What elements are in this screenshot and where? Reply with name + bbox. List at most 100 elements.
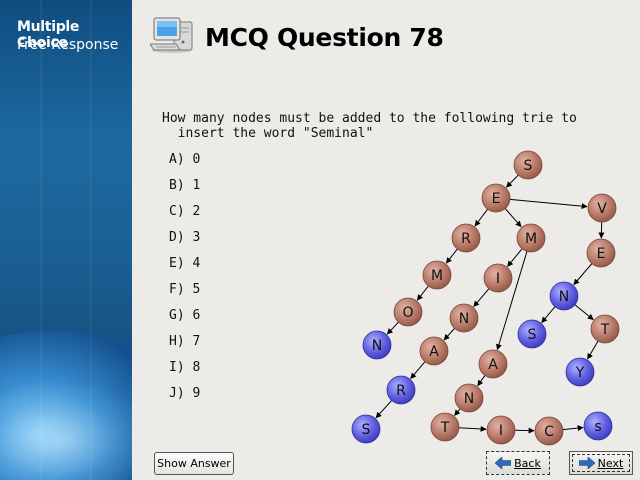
trie-edge	[587, 340, 599, 360]
trie-node-n14: N	[362, 330, 392, 360]
sidebar-item-free-response[interactable]: Free Response	[17, 37, 119, 53]
trie-node-n22: I	[486, 415, 516, 445]
trie-node-circle	[586, 238, 616, 268]
option-d[interactable]: D) 3	[169, 230, 200, 245]
next-button[interactable]: Next	[569, 451, 633, 475]
show-answer-label: Show Answer	[157, 457, 231, 470]
option-value: 4	[192, 256, 201, 271]
trie-edge	[410, 361, 426, 380]
trie-node-n5: M	[516, 223, 546, 253]
page-title: MCQ Question 78	[205, 23, 444, 52]
trie-edge	[416, 285, 429, 301]
trie-node-label: S	[362, 422, 371, 438]
trie-node-circle	[481, 183, 511, 213]
trie-node-label: T	[440, 420, 450, 436]
show-answer-button[interactable]: Show Answer	[154, 452, 234, 475]
sidebar: Multiple Choice Free Response	[0, 0, 132, 480]
option-g[interactable]: G) 6	[169, 308, 200, 323]
trie-node-label: I	[496, 271, 500, 287]
trie-node-n21: T	[430, 412, 460, 442]
option-letter: J)	[169, 386, 185, 401]
trie-node-label: N	[372, 338, 382, 354]
option-letter: H)	[169, 334, 185, 349]
trie-node-n6: E	[586, 238, 616, 268]
trie-terminal-node-circle	[517, 319, 547, 349]
trie-node-n7: M	[422, 260, 452, 290]
trie-terminal-node-circle	[565, 357, 595, 387]
question-line-1: How many nodes must be added to the foll…	[162, 111, 577, 126]
option-letter: I)	[169, 360, 185, 375]
trie-node-label: I	[499, 423, 503, 439]
sidebar-glow-highlight	[0, 380, 132, 480]
trie-node-circle	[587, 193, 617, 223]
trie-node-label: S	[524, 158, 533, 174]
trie-terminal-node-circle	[386, 375, 416, 405]
trie-terminal-node-circle	[351, 414, 381, 444]
trie-node-label: R	[461, 231, 471, 247]
option-a[interactable]: A) 0	[169, 152, 200, 167]
question-text: How many nodes must be added to the foll…	[162, 111, 577, 141]
trie-node-circle	[451, 223, 481, 253]
next-label: Next	[597, 456, 624, 470]
trie-node-circle	[430, 412, 460, 442]
trie-node-n16: A	[478, 349, 508, 379]
option-f[interactable]: F) 5	[169, 282, 200, 297]
option-value: 7	[192, 334, 201, 349]
back-button[interactable]: Back	[486, 451, 550, 475]
trie-node-circle	[513, 150, 543, 180]
option-value: 1	[192, 178, 201, 193]
trie-terminal-node-circle	[549, 281, 579, 311]
trie-node-label: N	[559, 289, 569, 305]
next-focus-ring	[572, 454, 630, 472]
back-label: Back	[514, 456, 541, 470]
trie-edge	[473, 288, 490, 308]
trie-node-n1: S	[513, 150, 543, 180]
trie-edge	[562, 425, 584, 432]
option-e[interactable]: E) 4	[169, 256, 200, 271]
trie-node-n20: S	[351, 414, 381, 444]
trie-node-n11: N	[449, 303, 479, 333]
sidebar-item-multiple-choice[interactable]: Multiple Choice	[17, 19, 80, 51]
trie-node-label: M	[431, 268, 443, 284]
option-h[interactable]: H) 7	[169, 334, 200, 349]
trie-node-circle	[478, 349, 508, 379]
trie-node-n8: I	[483, 263, 513, 293]
sidebar-streak	[40, 0, 42, 480]
next-arrow-icon	[578, 457, 595, 469]
trie-node-circle	[449, 303, 479, 333]
trie-edge	[445, 248, 458, 264]
trie-node-n13: T	[590, 314, 620, 344]
trie-node-n12: S	[517, 319, 547, 349]
option-value: 3	[192, 230, 201, 245]
trie-node-circle	[486, 415, 516, 445]
trie-node-n3: V	[587, 193, 617, 223]
option-j[interactable]: J) 9	[169, 386, 200, 401]
trie-node-n17: Y	[565, 357, 595, 387]
trie-node-label: Y	[575, 365, 585, 381]
trie-node-label: C	[544, 424, 554, 440]
option-i[interactable]: I) 8	[169, 360, 200, 375]
trie-node-label: O	[402, 305, 413, 321]
trie-node-label: A	[488, 357, 498, 373]
trie-node-n9: N	[549, 281, 579, 311]
trie-node-n15: A	[419, 336, 449, 366]
trie-node-circle	[534, 416, 564, 446]
option-letter: B)	[169, 178, 185, 193]
trie-node-label: A	[429, 344, 439, 360]
trie-node-label: M	[525, 231, 537, 247]
trie-edge	[458, 425, 487, 432]
trie-node-circle	[590, 314, 620, 344]
trie-edge	[477, 375, 486, 387]
option-letter: D)	[169, 230, 185, 245]
option-letter: F)	[169, 282, 185, 297]
option-b[interactable]: B) 1	[169, 178, 200, 193]
trie-node-circle	[483, 263, 513, 293]
trie-node-label: E	[597, 246, 606, 262]
sidebar-streak	[90, 0, 92, 480]
trie-edge	[504, 208, 522, 228]
option-c[interactable]: C) 2	[169, 204, 200, 219]
trie-edge	[496, 251, 528, 351]
trie-node-n18: R	[386, 375, 416, 405]
trie-edge	[386, 321, 399, 335]
